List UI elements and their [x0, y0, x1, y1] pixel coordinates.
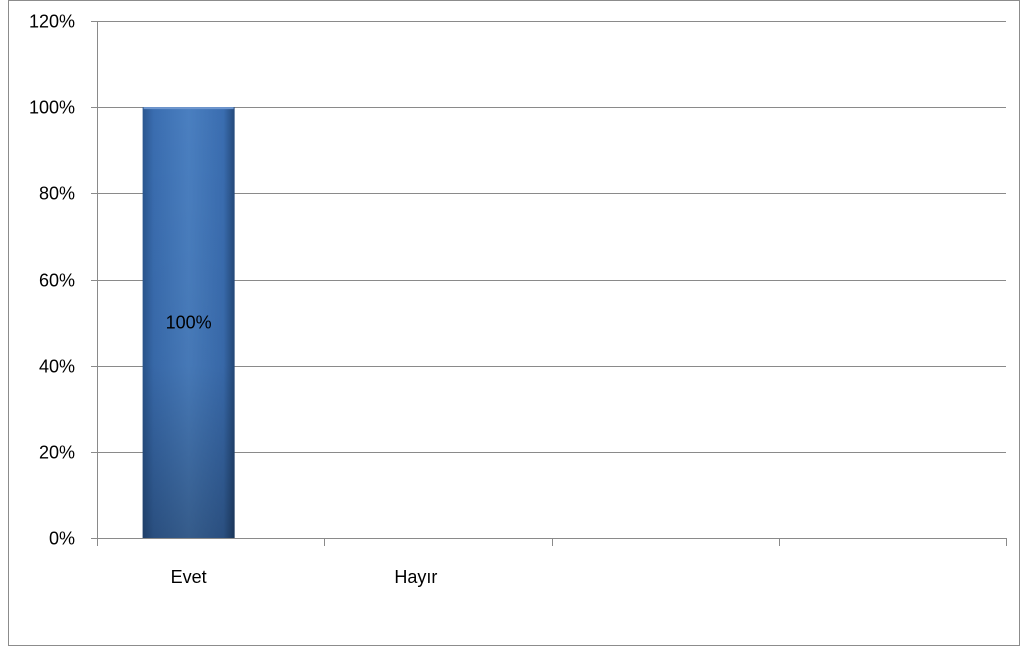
y-tick-label: 20%: [39, 443, 75, 463]
labels: 0% 20% 40% 60% 80% 100% 120% 100% Evet Hayır: [29, 12, 437, 588]
axes: [91, 21, 1007, 546]
y-tick-label: 120%: [29, 12, 75, 32]
bars: [142, 107, 235, 539]
gridlines: [97, 21, 1006, 453]
data-label: 100%: [166, 313, 212, 333]
bar-group: [142, 107, 235, 539]
y-tick-label: 0%: [49, 529, 75, 549]
y-tick-label: 80%: [39, 184, 75, 204]
x-category-label: Evet: [171, 567, 207, 587]
y-tick-label: 60%: [39, 271, 75, 291]
bar-shade: [142, 107, 235, 539]
y-tick-label: 100%: [29, 98, 75, 118]
y-tick-label: 40%: [39, 357, 75, 377]
x-category-label: Hayır: [394, 567, 437, 587]
